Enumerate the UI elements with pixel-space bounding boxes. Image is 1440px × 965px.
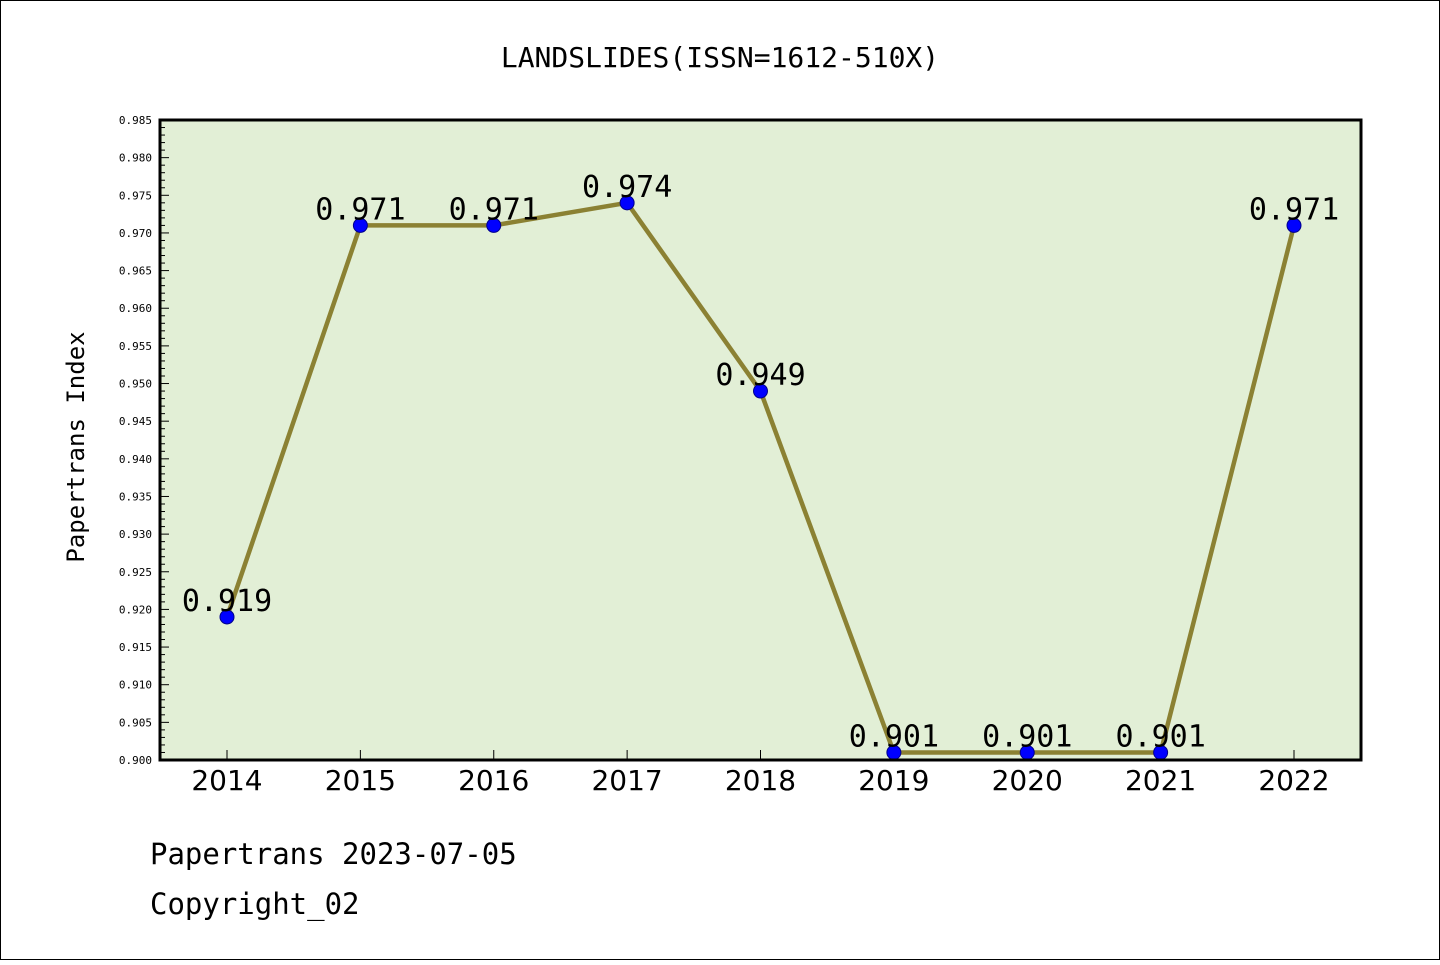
footer-date: Papertrans 2023-07-05 [150, 837, 517, 871]
y-tick-label: 0.910 [119, 679, 152, 692]
chart-title: LANDSLIDES(ISSN=1612-510X) [501, 41, 939, 74]
x-tick-label: 2019 [858, 764, 929, 797]
x-tick-label: 2018 [725, 764, 796, 797]
y-tick-label: 0.905 [119, 716, 152, 729]
data-label: 0.919 [182, 584, 272, 619]
x-tick-label: 2020 [992, 764, 1063, 797]
y-tick-label: 0.970 [119, 227, 152, 240]
data-label: 0.949 [715, 358, 805, 393]
x-tick-label: 2014 [191, 764, 262, 797]
x-tick-label: 2016 [458, 764, 529, 797]
data-label: 0.971 [1249, 192, 1339, 227]
y-tick-label: 0.965 [119, 265, 152, 278]
data-labels: 0.919 0.971 0.971 0.974 0.949 0.901 0.901 0.901… [182, 170, 1339, 755]
y-tick-label: 0.935 [119, 490, 152, 503]
x-tick-label: 2022 [1258, 764, 1329, 797]
data-point [352, 217, 368, 233]
y-axis-label: Papertrans Index [62, 331, 90, 562]
plot-frame [158, 118, 1363, 762]
data-label: 0.901 [849, 719, 939, 754]
y-axis-ticks: 0.900 0.905 0.910 0.915 0.920 0.925 0.930 0.935… [119, 114, 169, 767]
y-tick-label: 0.925 [119, 566, 152, 579]
y-tick-label: 0.900 [119, 754, 152, 767]
x-tick-label: 2021 [1125, 764, 1196, 797]
y-tick-label: 0.975 [119, 189, 152, 202]
data-label: 0.974 [582, 170, 672, 205]
data-point [486, 217, 502, 233]
data-point [1286, 217, 1302, 233]
y-tick-label: 0.945 [119, 415, 152, 428]
x-axis-ticks: 2014 2015 2016 2017 2018 2019 2020 2021 2022 [191, 750, 1330, 797]
data-label: 0.971 [315, 192, 405, 227]
data-point [219, 609, 235, 625]
y-tick-label: 0.930 [119, 528, 152, 541]
y-tick-label: 0.955 [119, 340, 152, 353]
footer-copyright: Copyright_02 [150, 887, 360, 922]
data-label: 0.971 [449, 192, 539, 227]
y-tick-label: 0.980 [119, 152, 152, 165]
y-tick-label: 0.985 [119, 114, 152, 127]
data-label: 0.901 [1115, 719, 1205, 754]
data-points [219, 195, 1302, 760]
y-tick-label: 0.940 [119, 453, 152, 466]
data-point [619, 195, 635, 211]
y-tick-label: 0.920 [119, 603, 152, 616]
data-label: 0.901 [982, 719, 1072, 754]
y-tick-label: 0.915 [119, 641, 152, 654]
y-tick-label: 0.950 [119, 378, 152, 391]
data-point [753, 383, 768, 399]
y-tick-label: 0.960 [119, 302, 152, 315]
x-tick-label: 2015 [325, 764, 396, 797]
x-tick-label: 2017 [591, 764, 662, 797]
